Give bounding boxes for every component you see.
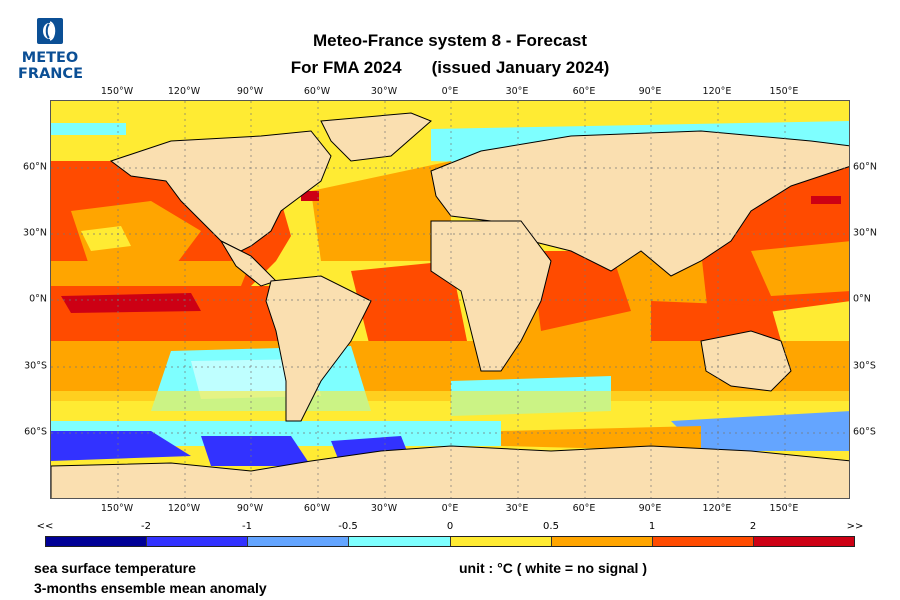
description-label: 3-months ensemble mean anomaly: [34, 580, 267, 596]
lat-tick: 30°S: [24, 360, 47, 372]
lon-tick: 150°E: [769, 503, 799, 514]
lon-tick: 60°E: [572, 86, 596, 97]
colorbar-segment: [551, 537, 653, 546]
lon-tick: 0°E: [441, 503, 459, 514]
lon-tick: 90°E: [638, 503, 662, 514]
lon-tick: 30°E: [505, 86, 529, 97]
colorbar: [45, 536, 855, 547]
chart-subtitle: For FMA 2024 (issued January 2024): [0, 58, 900, 78]
colorbar-segment: [248, 537, 350, 546]
lat-tick: 60°S: [853, 426, 876, 438]
colorbar-segment: [753, 537, 854, 546]
logo-globe-icon: [37, 18, 63, 44]
map-canvas: [51, 101, 849, 498]
unit-label: unit : °C ( white = no signal ): [459, 560, 647, 576]
lon-tick: 90°W: [236, 86, 264, 97]
lon-tick: 60°E: [572, 503, 596, 514]
lat-tick: 30°S: [853, 360, 876, 372]
lon-tick: 120°E: [702, 86, 732, 97]
logo-text-france: FRANCE: [18, 66, 83, 82]
meteo-france-logo: METEO FRANCE: [18, 16, 83, 84]
colorbar-label: <<: [36, 521, 54, 532]
lon-tick: 0°E: [441, 86, 459, 97]
colorbar-segment: [450, 537, 552, 546]
lon-tick: 150°W: [100, 86, 134, 97]
lon-tick: 120°W: [167, 86, 201, 97]
lat-tick: 60°N: [853, 161, 877, 173]
lat-tick: 60°N: [23, 161, 47, 173]
lat-tick: 0°N: [29, 293, 47, 305]
colorbar-segment: [652, 537, 754, 546]
forecast-period: For FMA 2024: [290, 58, 402, 77]
lon-tick: 150°W: [100, 503, 134, 514]
colorbar-label: -0.5: [338, 521, 358, 532]
lon-tick: 150°E: [769, 86, 799, 97]
colorbar-label: 0.5: [543, 521, 559, 532]
lon-tick: 90°W: [236, 503, 264, 514]
colorbar-label: -1: [242, 521, 252, 532]
lon-tick: 30°W: [370, 86, 398, 97]
lon-tick: 60°W: [303, 86, 331, 97]
sst-anomaly-map: [50, 100, 850, 499]
colorbar-label: 0: [446, 521, 454, 532]
lat-tick: 0°N: [853, 293, 871, 305]
lon-tick: 120°E: [702, 503, 732, 514]
lat-tick: 30°N: [23, 227, 47, 239]
colorbar-label: 2: [749, 521, 757, 532]
colorbar-segment: [46, 537, 148, 546]
chart-title: Meteo-France system 8 - Forecast: [313, 31, 587, 50]
lat-tick: 30°N: [853, 227, 877, 239]
lon-tick: 60°W: [303, 503, 331, 514]
colorbar-label: -2: [141, 521, 151, 532]
colorbar-segment: [147, 537, 249, 546]
lat-tick: 60°S: [24, 426, 47, 438]
lon-tick: 30°E: [505, 503, 529, 514]
lon-tick: 120°W: [167, 503, 201, 514]
variable-label: sea surface temperature: [34, 560, 196, 576]
lon-tick: 90°E: [638, 86, 662, 97]
lon-tick: 30°W: [370, 503, 398, 514]
logo-text-meteo: METEO: [21, 50, 79, 66]
colorbar-segment: [349, 537, 451, 546]
colorbar-label: >>: [846, 521, 864, 532]
colorbar-label: 1: [648, 521, 656, 532]
issue-date: (issued January 2024): [431, 58, 610, 77]
